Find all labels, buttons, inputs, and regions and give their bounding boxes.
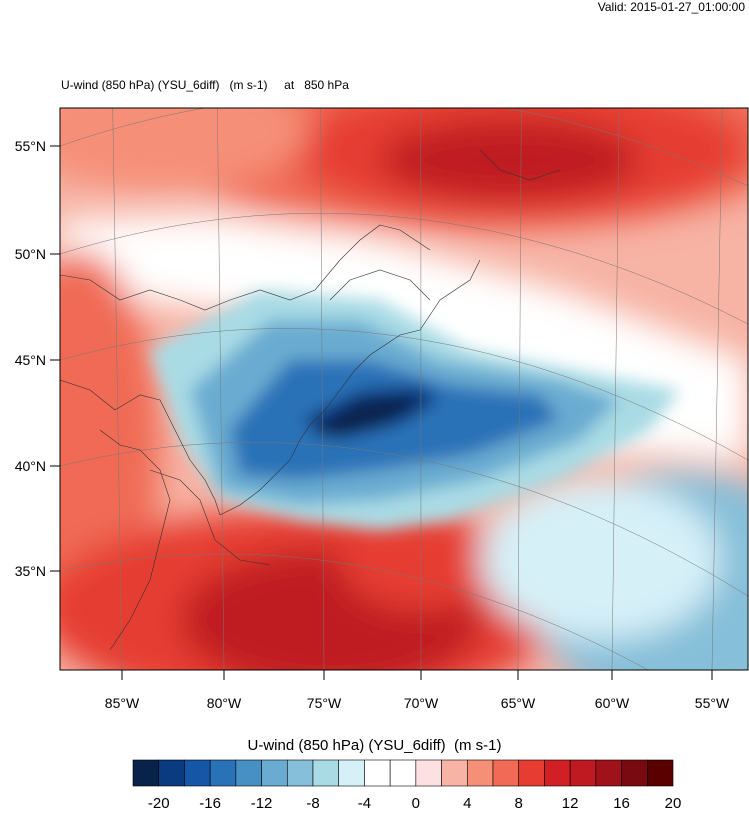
lon-tick-label: 65°W: [501, 695, 536, 711]
colorbar-swatch: [261, 759, 288, 787]
colorbar-swatch: [364, 759, 391, 787]
parallel-line: [60, 108, 748, 187]
meridian-line: [517, 108, 522, 670]
valid-time: Valid: 2015-01-27_01:00:00: [597, 0, 745, 14]
lat-tick-label: 50°N: [15, 246, 46, 262]
meridian-line: [611, 108, 620, 670]
colorbar-swatch: [569, 759, 597, 787]
colorbar-swatch: [184, 759, 211, 787]
colorbar-swatch: [466, 759, 494, 787]
lon-tick-label: 80°W: [207, 695, 242, 711]
colorbar-swatch: [158, 759, 185, 787]
map-frame: [59, 107, 749, 671]
wind-field: [60, 108, 748, 670]
map-title: U-wind (850 hPa) (YSU_6diff) (m s-1) at …: [61, 78, 349, 92]
colorbar-swatch: [518, 759, 545, 787]
lat-tick-label: 35°N: [15, 563, 46, 579]
parallel-line: [60, 553, 649, 670]
colorbar-tick-label: -12: [251, 795, 273, 812]
colorbar-tick-label: 12: [562, 795, 579, 812]
lat-tick-label: 45°N: [15, 352, 46, 368]
lat-lon-grid: [60, 108, 748, 670]
parallel-line: [60, 213, 748, 325]
colorbar-tick-label: 16: [613, 795, 630, 812]
lat-axis: 55°N 50°N 45°N 40°N 35°N: [15, 138, 60, 579]
meridian-line: [217, 108, 225, 670]
meridian-line: [320, 108, 325, 670]
colorbar-swatch: [621, 759, 648, 787]
parallel-line: [60, 328, 748, 461]
colorbar-tick-label: -20: [148, 795, 170, 812]
lon-tick-label: 55°W: [695, 695, 730, 711]
lat-tick-label: 55°N: [15, 138, 46, 154]
colorbar-tick-label: 0: [412, 795, 420, 812]
lon-axis: 85°W 80°W 75°W 70°W 65°W 60°W 55°W: [105, 670, 730, 711]
lon-tick-label: 85°W: [105, 695, 140, 711]
meridian-line: [112, 108, 123, 670]
meridian-line: [711, 108, 723, 670]
colorbar-swatch: [492, 759, 520, 787]
colorbar-swatch: [235, 759, 262, 787]
colorbar-swatch: [132, 759, 160, 787]
colorbar-swatch: [441, 759, 468, 787]
colorbar-swatch: [646, 759, 674, 787]
colorbar-tick-label: -8: [306, 795, 319, 812]
colorbar-title: U-wind (850 hPa) (YSU_6diff) (m s-1): [247, 737, 502, 754]
lon-tick-label: 70°W: [404, 695, 439, 711]
colorbar-swatch: [286, 759, 314, 787]
colorbar-swatch: [209, 759, 237, 787]
lon-tick-label: 60°W: [595, 695, 630, 711]
colorbar-swatch: [595, 759, 622, 787]
colorbar-swatch: [338, 759, 365, 787]
colorbar-tick-label: -16: [199, 795, 221, 812]
colorbar-tick-label: -4: [358, 795, 371, 812]
colorbar-tick-label: 20: [665, 795, 682, 812]
colorbar: -20 -16 -12 -8 -4 0 4 8 12 16 20: [132, 759, 682, 812]
lon-tick-label: 75°W: [307, 695, 342, 711]
colorbar-tick-label: 8: [515, 795, 523, 812]
parallel-line: [60, 442, 748, 597]
colorbar-swatch: [389, 759, 417, 787]
coastlines: [60, 149, 561, 651]
colorbar-tick-label: 4: [463, 795, 471, 812]
colorbar-swatch: [544, 759, 571, 787]
lat-tick-label: 40°N: [15, 458, 46, 474]
colorbar-swatch: [415, 759, 442, 787]
colorbar-swatch: [312, 759, 340, 787]
